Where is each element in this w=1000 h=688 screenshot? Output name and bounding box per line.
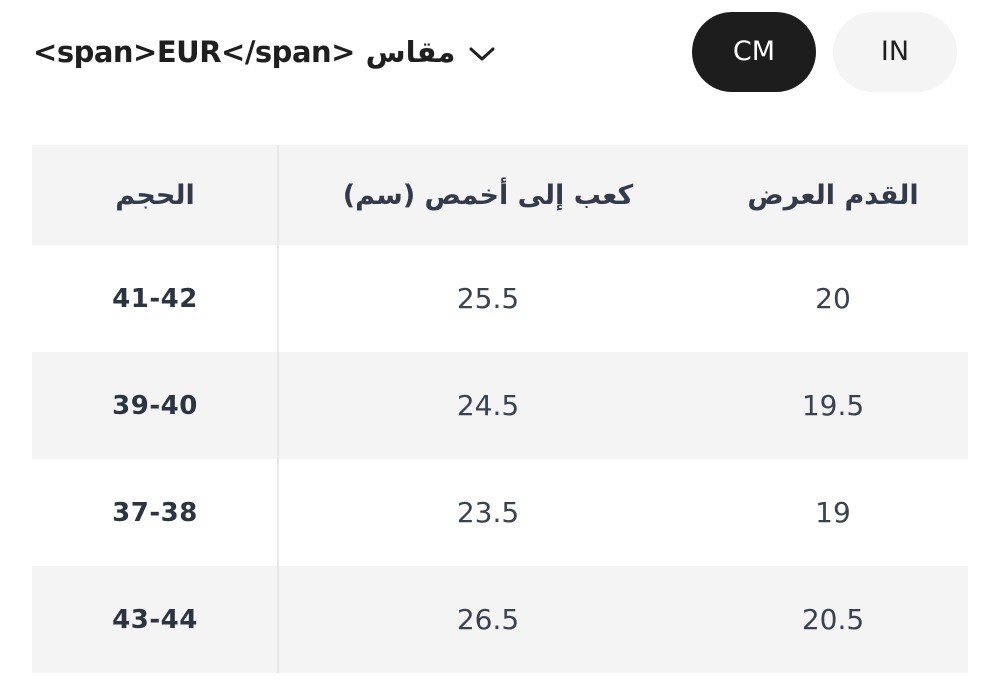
size-system-label: مقاس <span>EUR</span> (33, 34, 456, 69)
table-row: 39-40 24.5 19.5 (32, 352, 968, 459)
size-chart-topbar: مقاس <span>EUR</span> CM IN (0, 0, 1000, 103)
column-header-heel-to-toe: كعب إلى أخمص (سم) (342, 179, 634, 211)
heel-to-toe-value: 25.5 (456, 282, 520, 315)
size-table: الحجم كعب إلى أخمص (سم) القدم العرض 41-4… (32, 145, 968, 673)
size-value: 37-38 (112, 497, 198, 528)
table-row: 37-38 23.5 19 (32, 459, 968, 566)
column-divider (277, 145, 279, 673)
foot-width-value: 20.5 (801, 603, 865, 636)
size-table-header-row: الحجم كعب إلى أخمص (سم) القدم العرض (32, 145, 968, 245)
table-row: 41-42 25.5 20 (32, 245, 968, 352)
foot-width-value: 20 (815, 282, 851, 315)
heel-to-toe-value: 24.5 (456, 389, 520, 422)
size-system-selector[interactable]: مقاس <span>EUR</span> (33, 35, 495, 69)
heel-to-toe-value: 26.5 (456, 603, 520, 636)
size-value: 43-44 (112, 604, 198, 635)
size-value: 41-42 (112, 283, 198, 314)
unit-toggle-in-button[interactable]: IN (833, 11, 957, 92)
heel-to-toe-value: 23.5 (456, 496, 520, 529)
unit-toggle: CM IN (692, 11, 957, 92)
column-header-foot-width: القدم العرض (747, 179, 919, 211)
foot-width-value: 19.5 (801, 389, 865, 422)
column-header-size: الحجم (115, 179, 195, 211)
chevron-down-icon (469, 46, 495, 62)
size-value: 39-40 (112, 390, 198, 421)
foot-width-value: 19 (815, 496, 851, 529)
table-row: 43-44 26.5 20.5 (32, 566, 968, 673)
unit-toggle-cm-button[interactable]: CM (692, 11, 816, 92)
